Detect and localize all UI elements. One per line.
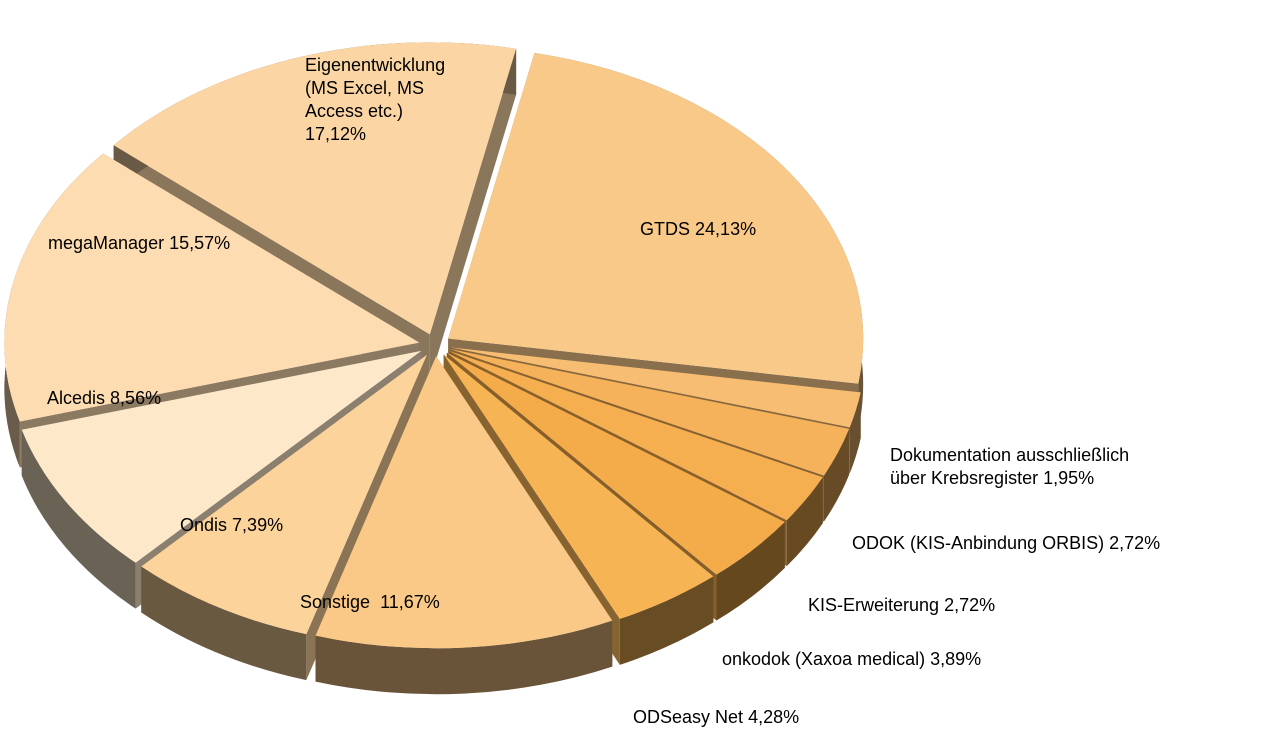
slice-label: Eigenentwicklung (MS Excel, MS Access et… [305, 54, 455, 146]
slice-label: Ondis 7,39% [180, 514, 340, 537]
value-label: 8,56% [110, 388, 162, 408]
outer-wall [716, 522, 785, 621]
slice [450, 347, 861, 428]
outer-wall [141, 566, 307, 681]
category-label: megaManager [48, 233, 165, 253]
outer-wall [823, 428, 850, 522]
value-label: 15,57% [169, 233, 231, 253]
outer-wall [786, 477, 823, 567]
value-label: 1,95% [1043, 468, 1095, 488]
slice [448, 52, 864, 384]
value-label: 2,72% [1109, 533, 1161, 553]
slice [315, 356, 613, 649]
slice-label: KIS-Erweiterung 2,72% [808, 594, 1108, 617]
slice-tops [4, 42, 864, 649]
slice [4, 153, 420, 422]
slice-label: megaManager 15,57% [48, 232, 328, 255]
category-label: Dokumentation ausschließlich über Krebsr… [890, 445, 1135, 488]
slice [449, 348, 850, 476]
outer-wall [619, 576, 714, 665]
category-label: GTDS [640, 219, 691, 239]
category-label: ODOK (KIS-Anbindung ORBIS) [852, 533, 1105, 553]
radial-wall [429, 48, 517, 381]
slice [448, 350, 823, 521]
value-label: 17,12% [305, 124, 367, 144]
slice-label: ODSeasy Net 4,28% [633, 706, 933, 729]
outer-wall [849, 392, 861, 474]
value-label: 2,72% [944, 595, 996, 615]
value-label: 7,39% [232, 515, 284, 535]
slice-label: GTDS 24,13% [640, 218, 860, 241]
category-label: onkodok (Xaxoa medical) [722, 649, 926, 669]
category-label: Eigenentwicklung (MS Excel, MS Access et… [305, 55, 451, 121]
slice [141, 354, 427, 635]
category-label: Sonstige [300, 592, 376, 612]
slice [113, 42, 517, 335]
outer-wall [21, 429, 136, 609]
category-label: Ondis [180, 515, 228, 535]
slice [21, 350, 422, 563]
slice-label: ODOK (KIS-Anbindung ORBIS) 2,72% [852, 532, 1265, 555]
value-label: 3,89% [930, 649, 982, 669]
slice-label: onkodok (Xaxoa medical) 3,89% [722, 648, 1082, 671]
slice [446, 352, 785, 575]
slice [443, 354, 714, 619]
slice-label: Dokumentation ausschließlich über Krebsr… [890, 444, 1170, 490]
slice-label: Alcedis 8,56% [47, 387, 247, 410]
category-label: ODSeasy Net [633, 707, 744, 727]
slice-label: Sonstige 11,67% [300, 591, 540, 614]
outer-wall [315, 620, 613, 695]
value-label: 11,67% [380, 592, 440, 612]
value-label: 24,13% [695, 219, 757, 239]
value-label: 4,28% [748, 707, 800, 727]
category-label: Alcedis [47, 388, 106, 408]
category-label: KIS-Erweiterung [808, 595, 940, 615]
